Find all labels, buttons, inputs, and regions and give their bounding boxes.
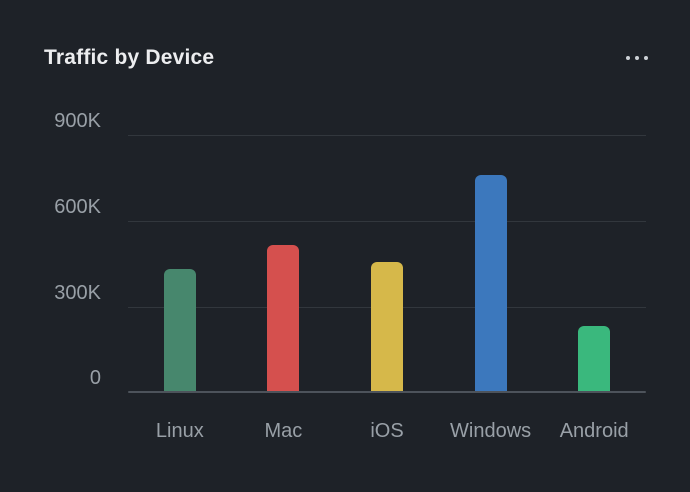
bar-linux: [163, 269, 196, 391]
bars-row: [128, 135, 646, 391]
x-axis-labels: Linux Mac iOS Windows Android: [128, 419, 646, 443]
x-axis-tick-windows: Windows: [450, 420, 532, 442]
y-axis-tick-300k: 300K: [54, 282, 101, 304]
gridline-900k: [128, 135, 646, 136]
card-title: Traffic by Device: [44, 46, 215, 69]
bar-mac: [267, 245, 300, 391]
bar-slot-linux: [128, 135, 232, 391]
bar-slot-mac: [232, 135, 336, 391]
bar-slot-ios: [335, 135, 439, 391]
bar-android: [578, 326, 611, 391]
bar-chart-plot-area: [128, 135, 646, 393]
y-axis-tick-600k: 600K: [54, 196, 101, 218]
bar-windows: [474, 175, 507, 391]
bar-slot-android: [542, 135, 646, 391]
card-menu-button[interactable]: [622, 52, 652, 64]
ellipsis-horizontal-icon: [644, 56, 648, 60]
y-axis-tick-900k: 900K: [54, 110, 101, 132]
x-axis-tick-ios: iOS: [370, 420, 404, 442]
ellipsis-horizontal-icon: [626, 56, 630, 60]
gridline-600k: [128, 221, 646, 222]
x-axis-tick-android: Android: [559, 420, 629, 442]
x-axis-baseline: [128, 391, 646, 393]
x-axis-tick-mac: Mac: [264, 420, 303, 442]
x-axis-tick-linux: Linux: [155, 420, 204, 442]
bar-slot-windows: [439, 135, 543, 391]
bar-ios: [370, 262, 403, 391]
y-axis-tick-0: 0: [89, 367, 101, 389]
ellipsis-horizontal-icon: [635, 56, 639, 60]
